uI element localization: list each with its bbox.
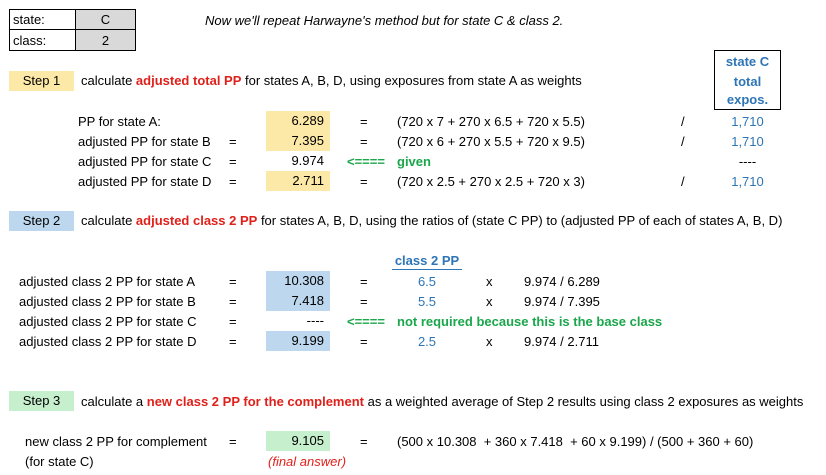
step3-eq1: = [229, 434, 237, 449]
step1-expo: ---- [738, 154, 757, 169]
step3-desc-bold: new class 2 PP for the complement [146, 394, 364, 409]
exposure-header-line1: state C [725, 54, 770, 69]
step3-description: calculate a new class 2 PP for the compl… [81, 394, 803, 409]
final-answer-note: (final answer) [268, 454, 347, 469]
info-box: state: C class: 2 [9, 9, 136, 51]
step1-expo: 1,710 [731, 174, 764, 189]
state-value-cell: C [76, 10, 135, 30]
step2-times: x [486, 334, 493, 349]
step2-label: Step 2 [9, 211, 74, 231]
class-value: 2 [101, 33, 110, 48]
step2-ratio: 9.974 / 6.289 [524, 274, 600, 289]
step1-eq1: = [229, 174, 237, 189]
step1-description: calculate adjusted total PP for states A… [81, 73, 582, 88]
step2-class-pp: 2.5 [417, 334, 437, 349]
step3-desc-pre: calculate a [81, 394, 147, 409]
step1-row-label: adjusted PP for state B [78, 134, 211, 149]
step1-expo: 1,710 [731, 114, 764, 129]
step1-row-label: PP for state A: [78, 114, 161, 129]
step1-note: given [397, 154, 431, 169]
step2-row-label: adjusted class 2 PP for state B [19, 294, 196, 309]
step2-eq1: = [229, 294, 237, 309]
class-label: class: [13, 33, 47, 48]
step1-value: 9.974 [291, 153, 324, 168]
step1-value: 6.289 [266, 111, 330, 131]
state-value: C [100, 12, 111, 27]
step2-desc-post: for states A, B, D, using the ratios of … [257, 213, 783, 228]
step1-eq1: = [229, 154, 237, 169]
step1-desc-post: for states A, B, D, using exposures from… [241, 73, 582, 88]
class-value-cell: 2 [76, 30, 135, 50]
step1-eq2: = [360, 134, 368, 149]
step1-slash: / [681, 174, 685, 189]
step1-expo: 1,710 [731, 134, 764, 149]
class-label-cell: class: [10, 30, 76, 50]
step1-row-label: adjusted PP for state C [78, 154, 212, 169]
exposure-header-line3: expos. [726, 92, 769, 107]
step1-desc-pre: calculate [81, 73, 136, 88]
step2-col-header: class 2 PP [392, 253, 462, 270]
step2-eq1: = [229, 314, 237, 329]
step1-formula: (720 x 6 + 270 x 5.5 + 720 x 9.5) [397, 134, 585, 149]
step2-times: x [486, 294, 493, 309]
step2-value: 9.199 [266, 331, 330, 351]
step1-value: 7.395 [266, 131, 330, 151]
exposure-header: state C total expos. [714, 50, 781, 110]
step2-eq2: = [360, 274, 368, 289]
step1-formula: (720 x 2.5 + 270 x 2.5 + 720 x 3) [397, 174, 585, 189]
step1-slash: / [681, 114, 685, 129]
step1-slash: / [681, 134, 685, 149]
step3-label: Step 3 [9, 391, 74, 411]
step1-eq2: = [360, 174, 368, 189]
step2-row-label: adjusted class 2 PP for state A [19, 274, 196, 289]
step1-arrow: <==== [347, 154, 385, 169]
step2-eq1: = [229, 334, 237, 349]
step1-desc-bold: adjusted total PP [135, 73, 242, 88]
step3-eq2: = [360, 434, 368, 449]
step2-note: not required because this is the base cl… [397, 314, 663, 329]
step1-formula: (720 x 7 + 270 x 6.5 + 720 x 5.5) [397, 114, 585, 129]
step2-row-label: adjusted class 2 PP for state D [19, 334, 197, 349]
intro-text: Now we'll repeat Harwayne's method but f… [205, 13, 564, 28]
step2-value: 10.308 [266, 271, 330, 291]
step3-desc-post: as a weighted average of Step 2 results … [364, 394, 804, 409]
step2-arrow: <==== [347, 314, 385, 329]
step1-row-label: adjusted PP for state D [78, 174, 212, 189]
step2-eq2: = [360, 334, 368, 349]
step2-eq2: = [360, 294, 368, 309]
step1-label: Step 1 [9, 71, 74, 91]
step1-eq1: = [229, 134, 237, 149]
step2-value: 7.418 [266, 291, 330, 311]
step3-value: 9.105 [266, 431, 330, 451]
exposure-header-line2: total [733, 74, 762, 89]
step2-times: x [486, 274, 493, 289]
step3-row-label: new class 2 PP for complement [25, 434, 207, 449]
step3-row-sub: (for state C) [25, 454, 94, 469]
step2-desc-pre: calculate [81, 213, 136, 228]
step1-eq2: = [360, 114, 368, 129]
step2-description: calculate adjusted class 2 PP for states… [81, 213, 782, 228]
step2-ratio: 9.974 / 7.395 [524, 294, 600, 309]
step1-value: 2.711 [266, 171, 330, 191]
step2-class-pp: 6.5 [417, 274, 437, 289]
step2-ratio: 9.974 / 2.711 [524, 334, 599, 349]
step2-class-pp: 5.5 [417, 294, 437, 309]
step2-value: ---- [306, 313, 324, 328]
state-label: state: [13, 12, 45, 27]
step2-row-label: adjusted class 2 PP for state C [19, 314, 197, 329]
step3-formula: (500 x 10.308 + 360 x 7.418 + 60 x 9.199… [397, 434, 754, 449]
state-label-cell: state: [10, 10, 76, 30]
step2-eq1: = [229, 274, 237, 289]
step2-desc-bold: adjusted class 2 PP [135, 213, 258, 228]
